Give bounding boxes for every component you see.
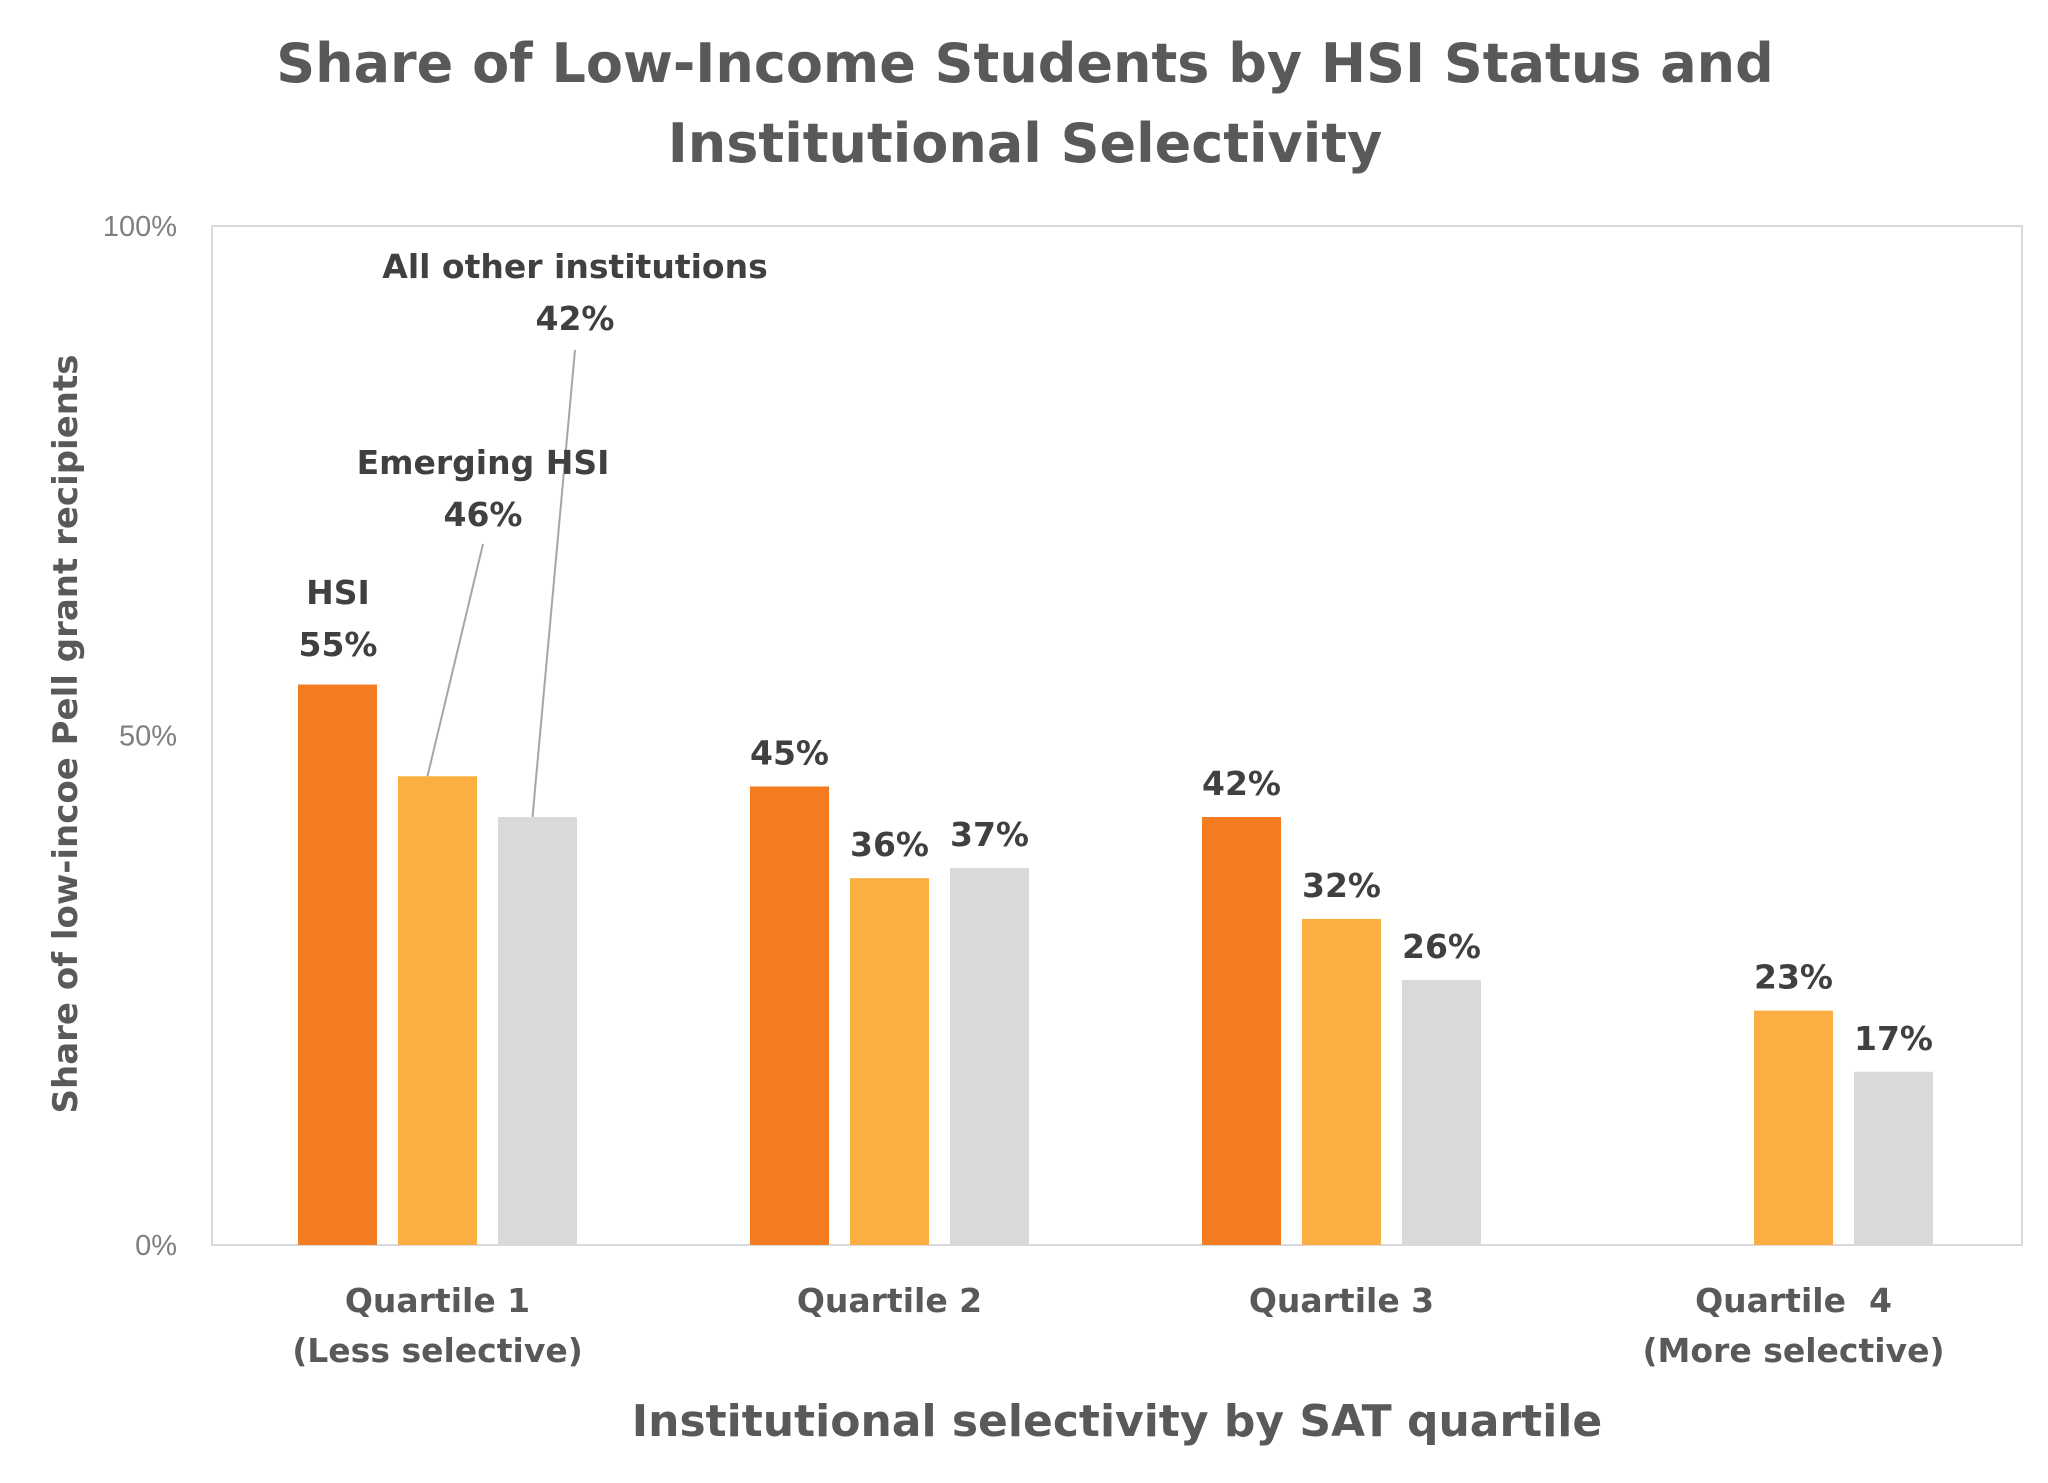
bar (398, 776, 477, 1245)
data-label: 36% (850, 825, 929, 864)
x-axis-category-labels: Quartile 1 (Less selective) Quartile 2 Quar… (292, 1281, 1944, 1370)
data-label: 17% (1854, 1019, 1933, 1058)
bar (950, 867, 1029, 1245)
x-axis-title: Institutional selectivity by SAT quartil… (632, 1396, 1602, 1447)
chart-title-line: Share of Low-Income Students by HSI Stat… (276, 32, 1774, 95)
chart-title: Share of Low-Income Students by HSI Stat… (276, 32, 1774, 175)
data-label: 23% (1754, 958, 1833, 997)
data-label: 55% (299, 625, 378, 664)
data-label: 32% (1302, 866, 1381, 905)
leader-line (426, 543, 484, 777)
y-tick-label: 50% (119, 721, 177, 753)
chart-title-line: Institutional Selectivity (668, 112, 1383, 175)
bar (498, 817, 577, 1245)
bar (1202, 817, 1281, 1245)
y-tick-label: 100% (103, 211, 177, 243)
data-label: 45% (750, 733, 829, 772)
category-label: Quartile 2 (797, 1281, 982, 1320)
data-labels: HSI 55% Emerging HSI 46% All other instituti… (299, 247, 1934, 1058)
series-name-label: HSI (306, 573, 370, 612)
data-label: 37% (950, 815, 1029, 854)
data-label: 26% (1402, 927, 1481, 966)
category-label: (Less selective) (292, 1331, 583, 1370)
data-label: 42% (1202, 764, 1281, 803)
plot-area-frame (211, 225, 2023, 1246)
bar (1754, 1010, 1833, 1245)
bar (1302, 918, 1381, 1245)
bar (850, 878, 929, 1245)
leader-line (531, 349, 576, 818)
category-label: Quartile 3 (1249, 1281, 1434, 1320)
annotation-leader-lines (426, 349, 576, 818)
data-label: 46% (444, 495, 523, 534)
series-name-label: Emerging HSI (357, 443, 610, 482)
data-label: 42% (536, 299, 615, 338)
y-axis-ticks: 0% 50% 100% (103, 211, 177, 1262)
series-name-label: All other institutions (382, 247, 767, 286)
bar (298, 684, 377, 1245)
bars (298, 684, 1933, 1245)
bar (1402, 980, 1481, 1245)
category-label: (More selective) (1642, 1331, 1944, 1370)
bar (750, 786, 829, 1245)
y-tick-label: 0% (135, 1230, 177, 1262)
y-axis-title: Share of low-incoe Pell grant recipients (46, 355, 86, 1114)
category-label: Quartile 1 (345, 1281, 530, 1320)
bar (1854, 1071, 1933, 1245)
category-label: Quartile 4 (1695, 1281, 1892, 1320)
